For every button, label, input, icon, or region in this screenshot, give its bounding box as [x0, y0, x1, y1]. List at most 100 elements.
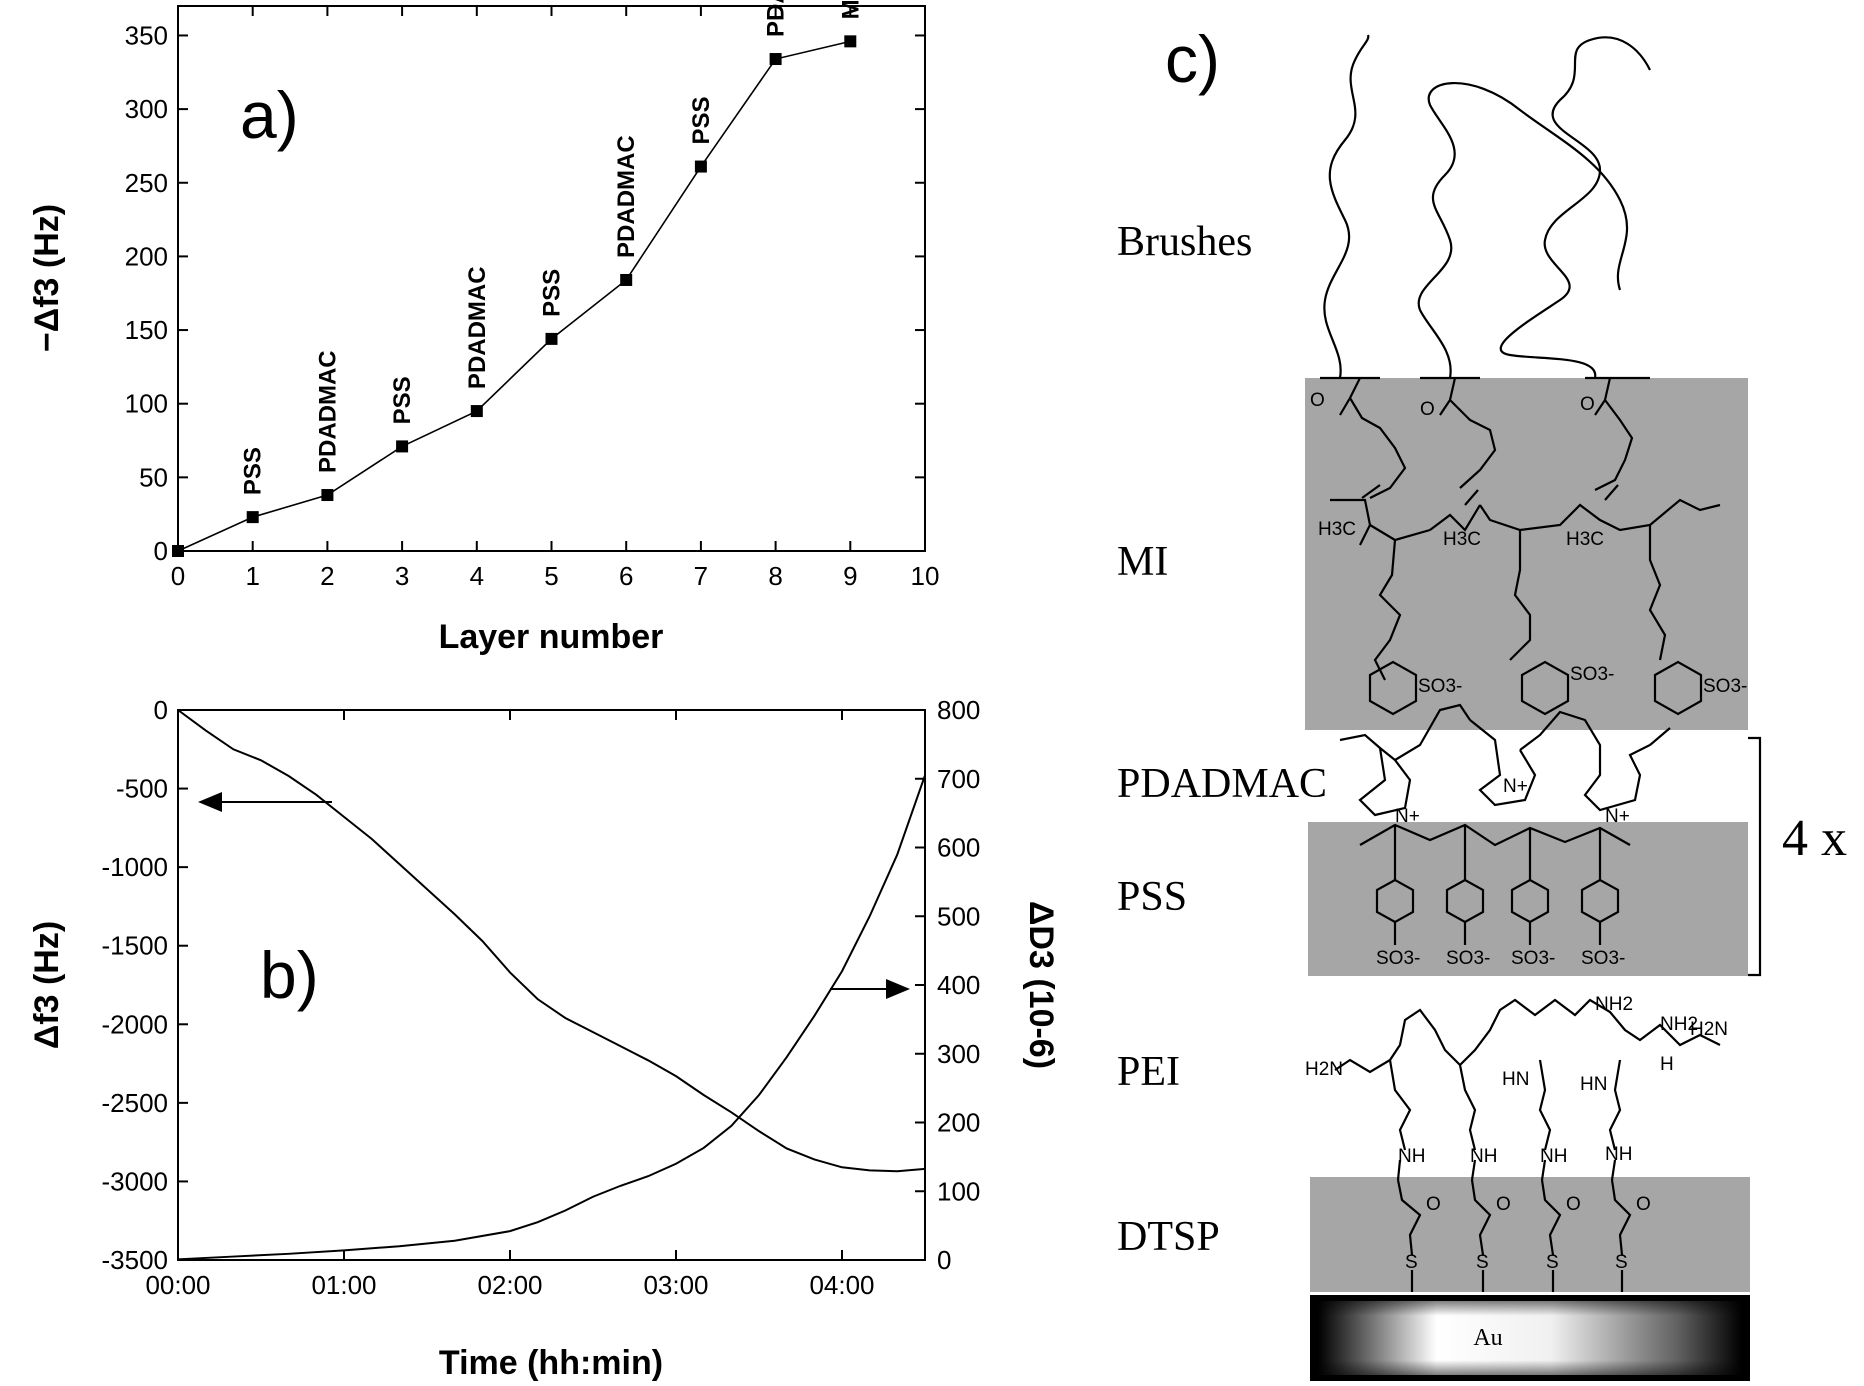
chart-a-x-ticks: 0 1 2 3 4 5 6 7 8 9 10 [171, 6, 939, 591]
mi-ch3-label: H3C [1443, 529, 1481, 550]
au-substrate: Au [1310, 1295, 1750, 1381]
pdadmac-n-label: N+ [1395, 806, 1420, 827]
chart-b-right-y-ticks: 0 100 200 300 400 500 600 700 800 [915, 695, 980, 1275]
mi-o-label: O [1420, 399, 1435, 420]
pss-so3-label: SO3- [1446, 948, 1490, 969]
frequency-line [177, 709, 926, 1173]
chart-b-right-y-tick-label: 100 [937, 1176, 980, 1206]
chart-b-panel-label: b) [260, 938, 319, 1012]
chart-b-right-y-tick-label: 700 [937, 764, 980, 794]
chart-a-line [177, 40, 851, 552]
chart-a-x-tick-label: 2 [320, 561, 334, 591]
layer-label-pss: PSS [1117, 874, 1187, 920]
chart-b-left-y-tick-label: -2000 [102, 1009, 169, 1039]
pei-h-label: H [1660, 1054, 1674, 1075]
chart-b-left-y-tick-label: -1500 [102, 931, 169, 961]
chart-b-left-y-tick-label: 0 [154, 695, 168, 725]
schematic-panel-label: c) [1165, 22, 1220, 96]
pss-so3-label: SO3- [1581, 948, 1625, 969]
chart-b-x-ticks: 00:00 01:00 02:00 03:00 04:00 [145, 710, 875, 1300]
mi-o-label: O [1310, 390, 1325, 411]
chart-a-point [246, 511, 259, 524]
dissipation-line [177, 774, 926, 1261]
chart-b-x-tick-label: 04:00 [809, 1270, 874, 1300]
dtsp-s-label: S [1615, 1252, 1628, 1273]
chart-a-y-axis-label: −Δf3 (Hz) [28, 204, 66, 352]
pei-nh-label: NH [1398, 1146, 1425, 1167]
chart-b-right-y-tick-label: 800 [937, 695, 980, 725]
layer-label-pdadmac: PDADMAC [1117, 761, 1327, 807]
mi-structure: H3C H3C H3C SO3- SO3- SO3- O O O [1310, 376, 1747, 716]
chart-a-x-tick-label: 6 [619, 561, 633, 591]
dtsp-s-label: S [1405, 1252, 1418, 1273]
chart-b-left-y-tick-label: -1000 [102, 852, 169, 882]
pss-so3-label: SO3- [1376, 948, 1420, 969]
chart-a-panel-label: a) [240, 78, 299, 152]
chart-b-right-y-tick-label: 500 [937, 901, 980, 931]
layer-schematic: c) Au B [1117, 22, 1847, 1381]
chart-a-x-tick-label: 8 [768, 561, 782, 591]
chart-a-point-label: PDADMAC [464, 266, 491, 389]
chart-b-right-y-axis-label: ΔD3 (10-6) [1022, 901, 1060, 1069]
pss-layer-band [1308, 822, 1748, 976]
chart-a-y-tick-label: 350 [125, 20, 168, 50]
chart-a-y-tick-label: 150 [125, 315, 168, 345]
layer-label-mi: MI [1117, 539, 1168, 585]
pei-nh-label: NH [1470, 1146, 1497, 1167]
dtsp-o-label: O [1636, 1194, 1651, 1215]
chart-b-left-y-tick-label: -3500 [102, 1245, 169, 1275]
chart-a-x-tick-label: 7 [694, 561, 708, 591]
chart-b-left-y-tick-label: -3000 [102, 1166, 169, 1196]
chart-b-right-y-tick-label: 400 [937, 970, 980, 1000]
mi-ch3-label: H3C [1566, 529, 1604, 550]
pei-nh-label: NH [1605, 1144, 1632, 1165]
mi-so3-label: SO3- [1570, 664, 1614, 685]
chart-b-series [177, 709, 926, 1261]
chart-a-point-label: PSS [240, 447, 267, 495]
chart-a-point-label: PSS [389, 376, 416, 424]
chart-a-point [844, 35, 857, 48]
pdadmac-structure: N+ N+ N+ [1339, 703, 1671, 827]
dtsp-structure: S S S S O O O O [1396, 1179, 1651, 1292]
dtsp-layer-band [1310, 1177, 1750, 1292]
chart-b-x-tick-label: 01:00 [311, 1270, 376, 1300]
chart-a-y-tick-label: 100 [125, 389, 168, 419]
pei-nh2-label: NH2 [1595, 994, 1633, 1015]
chart-a-point-label: PDADMAC [763, 0, 790, 37]
chart-a-point-label: MI [837, 0, 864, 19]
chart-a-point [620, 273, 633, 286]
pss-structure: SO3- SO3- SO3- SO3- [1359, 823, 1631, 969]
chart-a-x-axis-label: Layer number [439, 618, 664, 656]
pei-h2n-label: H2N [1305, 1059, 1343, 1080]
right-arrow [830, 979, 910, 999]
chart-a-x-tick-label: 1 [245, 561, 259, 591]
mi-layer-band [1305, 378, 1748, 730]
chart-a-point [545, 332, 558, 345]
chart-b-right-y-tick-label: 200 [937, 1108, 980, 1138]
layer-label-dtsp: DTSP [1117, 1214, 1220, 1260]
mi-so3-label: SO3- [1418, 676, 1462, 697]
dtsp-s-label: S [1476, 1252, 1489, 1273]
chart-b-right-y-tick-label: 300 [937, 1039, 980, 1069]
layer-label-brushes: Brushes [1117, 219, 1252, 265]
repeat-label: 4 x [1782, 810, 1847, 867]
left-arrow [198, 792, 332, 812]
pss-so3-label: SO3- [1511, 948, 1555, 969]
pei-hn-label: HN [1580, 1074, 1607, 1095]
chart-a-y-tick-label: 50 [139, 462, 168, 492]
chart-b-right-y-tick-label: 0 [937, 1245, 951, 1275]
chart-b-x-tick-label: 02:00 [477, 1270, 542, 1300]
chart-a-y-tick-label: 200 [125, 241, 168, 271]
pei-hn-label: HN [1502, 1069, 1529, 1090]
au-label: Au [1473, 1325, 1502, 1351]
chart-a-point [321, 489, 334, 502]
pei-nh2-label: NH2 [1660, 1014, 1698, 1035]
chart-b-x-axis-label: Time (hh:min) [439, 1344, 663, 1382]
repeat-bracket [1748, 736, 1762, 977]
chart-b-left-y-ticks: 0 -500 -1000 -1500 -2000 -2500 -3000 -3500 [102, 695, 188, 1275]
chart-a-point-label: PSS [688, 97, 715, 145]
chart-a-y-tick-label: 250 [125, 168, 168, 198]
chart-b-x-tick-label: 00:00 [145, 1270, 210, 1300]
chart-b-x-tick-label: 03:00 [643, 1270, 708, 1300]
dtsp-o-label: O [1566, 1194, 1581, 1215]
